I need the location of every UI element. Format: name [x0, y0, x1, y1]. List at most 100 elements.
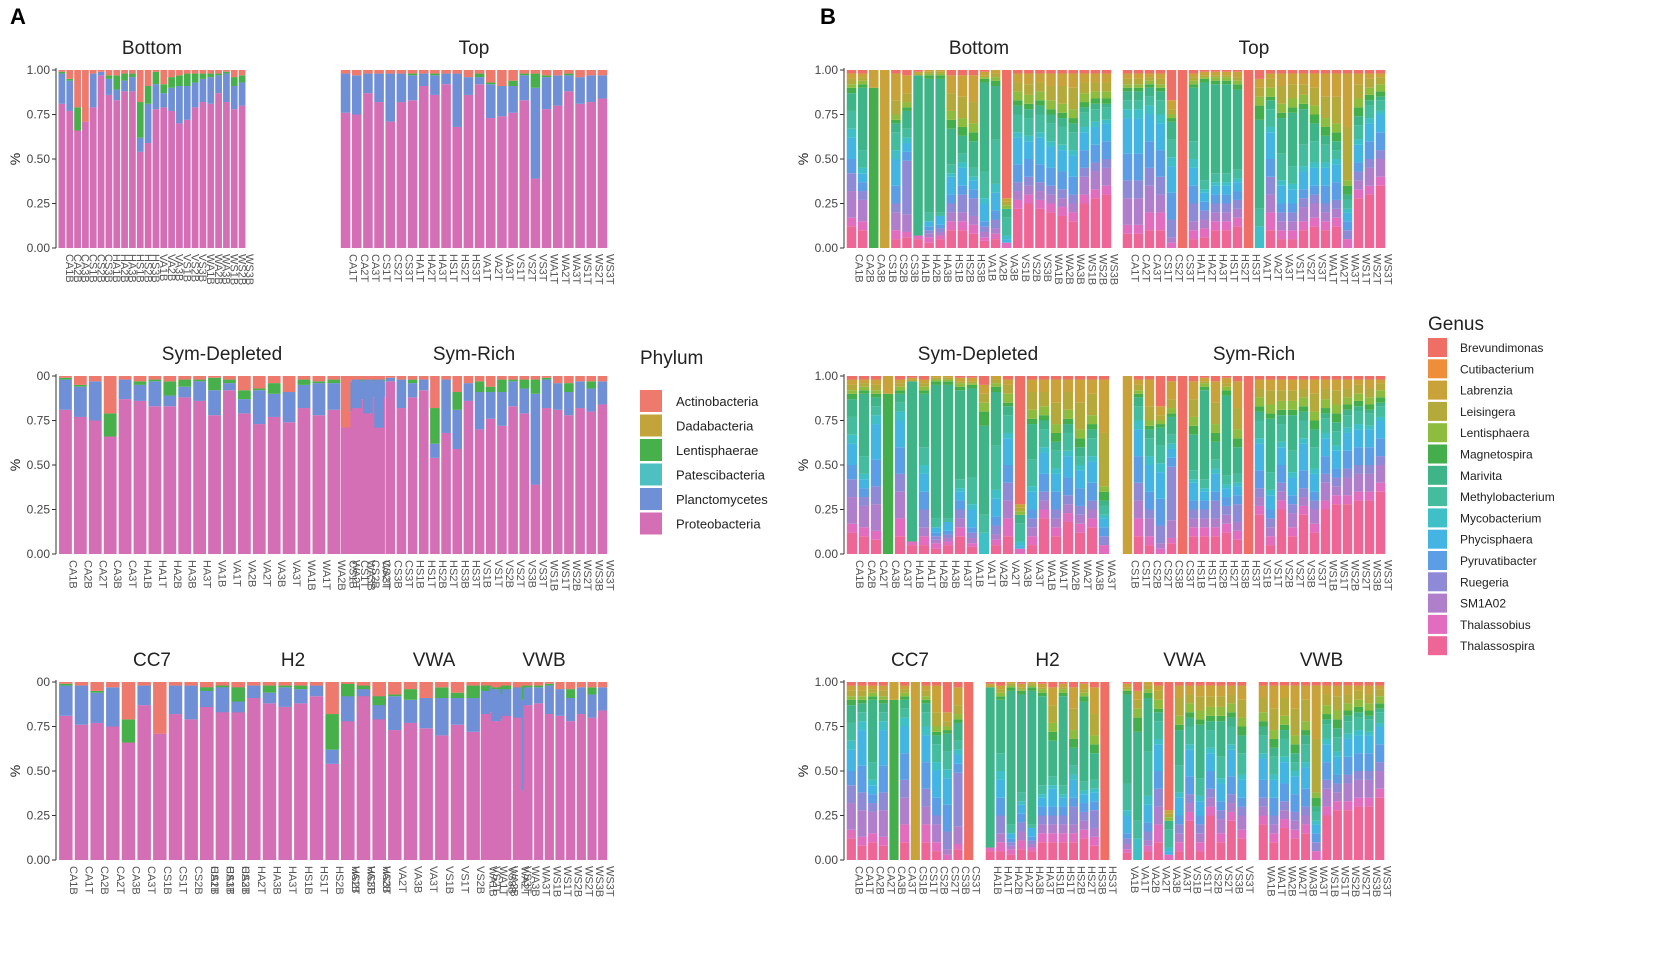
bar-segment — [552, 376, 563, 384]
bar-segment — [1153, 699, 1163, 709]
bar-segment — [1068, 203, 1078, 213]
bar-segment — [953, 719, 963, 723]
bar-segment — [1144, 456, 1155, 465]
x-tick-label: CS3B — [1173, 560, 1185, 589]
y-axis-label: % — [7, 459, 23, 471]
x-tick-label: HS1B — [302, 866, 314, 895]
bar-segment — [1254, 376, 1265, 380]
bar-segment — [1199, 536, 1210, 554]
bar-segment — [1079, 696, 1089, 702]
bar-segment — [88, 420, 102, 554]
bar-segment — [199, 102, 207, 248]
bar-segment — [979, 77, 990, 79]
bar-segment — [396, 379, 407, 409]
bar-segment — [846, 78, 857, 85]
bar-segment — [868, 762, 878, 780]
bar-segment — [230, 109, 238, 248]
x-tick-label: CS2B — [897, 254, 909, 283]
bar-segment — [1301, 767, 1311, 789]
x-tick-label: HS2T — [447, 560, 459, 588]
bar-segment — [1265, 472, 1276, 490]
bar-segment — [1258, 685, 1268, 699]
bar-segment — [231, 701, 245, 713]
bar-segment — [935, 70, 945, 72]
bar-segment — [930, 384, 942, 519]
bar-segment — [1144, 438, 1155, 457]
x-tick-label: CA3T — [1151, 254, 1163, 282]
bar-segment — [1331, 141, 1342, 151]
bar-segment — [1079, 203, 1090, 248]
bar-segment — [1276, 491, 1287, 501]
bar-segment — [1046, 203, 1056, 213]
bar-segment — [857, 682, 867, 686]
bar-segment — [1069, 842, 1079, 860]
bar-segment — [1298, 438, 1309, 444]
bar-segment — [846, 722, 856, 741]
bar-segment — [1122, 683, 1132, 688]
bar-segment — [935, 78, 945, 213]
bar-segment — [1353, 189, 1364, 199]
bar-segment — [918, 527, 930, 537]
bar-segment — [541, 70, 552, 76]
bar-segment — [1143, 840, 1153, 846]
bar-segment — [430, 94, 440, 248]
bar-segment — [184, 719, 198, 860]
bar-segment — [1026, 379, 1038, 393]
bar-segment — [910, 682, 920, 860]
bar-segment — [534, 687, 544, 704]
bar-segment — [178, 379, 192, 387]
x-tick-label: CA2B — [865, 560, 877, 589]
x-tick-label: CA2B — [864, 254, 876, 283]
x-tick-label: CS2T — [391, 254, 403, 282]
x-tick-label: CS3B — [959, 866, 971, 895]
bar-segment — [1276, 400, 1287, 410]
bar-segment — [441, 432, 451, 554]
bar-segment — [1144, 87, 1155, 97]
bar-segment — [160, 93, 168, 108]
bar-segment — [966, 477, 978, 505]
bar-segment — [555, 715, 565, 860]
bar-segment — [1311, 820, 1321, 825]
bar-segment — [1069, 779, 1079, 798]
x-tick-label: WS1T — [561, 866, 573, 897]
x-tick-label: WS2T — [1360, 866, 1372, 897]
bar-segment — [1353, 379, 1364, 385]
bar-segment — [1086, 379, 1098, 394]
bar-segment — [1221, 505, 1232, 515]
bar-segment — [1133, 73, 1144, 79]
bar-segment — [1026, 418, 1038, 425]
bar-segment — [953, 749, 963, 755]
bar-segment — [1331, 199, 1342, 209]
x-tick-label: WA3T — [1317, 866, 1329, 896]
bar-segment — [1038, 376, 1050, 380]
bar-segment — [1166, 118, 1177, 122]
x-tick-label: VA3B — [1170, 866, 1182, 893]
bar-segment — [1057, 118, 1067, 127]
bar-segment — [207, 73, 215, 78]
x-tick-label: VS1T — [459, 866, 471, 894]
bar-segment — [407, 73, 418, 76]
bar-segment — [508, 406, 518, 554]
bar-segment — [474, 84, 485, 249]
x-tick-label: HA1T — [414, 254, 426, 282]
bar-segment — [1258, 824, 1268, 860]
bar-segment — [113, 70, 121, 76]
bar-segment — [262, 682, 277, 686]
x-tick-label: WS2B — [235, 254, 247, 285]
bar-segment — [1035, 137, 1045, 165]
bar-segment — [1237, 717, 1247, 727]
bar-segment — [1166, 457, 1177, 467]
bar-segment — [1210, 500, 1221, 519]
bar-segment — [199, 78, 207, 103]
bar-segment — [1195, 851, 1205, 860]
bar-segment — [1375, 96, 1386, 101]
bar-segment — [858, 456, 870, 474]
x-tick-label: VA1B — [349, 866, 361, 893]
bar-segment — [278, 706, 292, 860]
bar-segment — [870, 384, 882, 391]
bar-segment — [485, 376, 496, 387]
bar-segment — [385, 376, 396, 378]
bar-segment — [1375, 762, 1385, 771]
bar-segment — [1258, 721, 1268, 727]
bar-segment — [1290, 820, 1300, 830]
